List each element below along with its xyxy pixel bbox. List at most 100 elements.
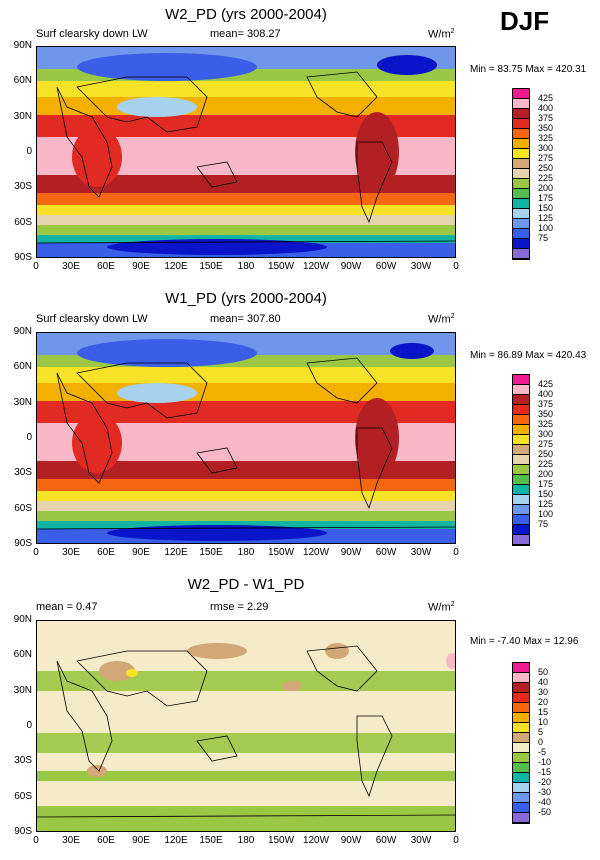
- colorbar-swatch: [513, 663, 529, 673]
- colorbar-swatch: [513, 713, 529, 723]
- panel-1-title: W2_PD (yrs 2000-2004): [165, 6, 327, 23]
- colorbar-swatch: [513, 465, 529, 475]
- panel-2-lat-label: 0: [26, 432, 32, 443]
- panel-1-lat-label: 30S: [14, 181, 32, 193]
- panel-3-colorbar-label: 50: [538, 667, 549, 677]
- panel-2-colorbar-label: 275: [538, 439, 554, 449]
- panel-3-field: [37, 621, 455, 831]
- colorbar-swatch: [513, 239, 529, 249]
- colorbar-swatch: [513, 405, 529, 415]
- colorbar-swatch: [513, 385, 529, 395]
- panel-1-left-label: Surf clearsky down LW: [36, 28, 148, 40]
- panel-2-colorbar-label: 150: [538, 489, 554, 499]
- colorbar-swatch: [513, 395, 529, 405]
- colorbar-swatch: [513, 693, 529, 703]
- panel-2-colorbar-label: 425: [538, 379, 554, 389]
- panel-3-colorbar-label: -5: [538, 747, 547, 757]
- panel-2-colorbar-label: 350: [538, 409, 554, 419]
- panel-3-colorbar: [512, 662, 530, 824]
- panel-1-colorbar-label: 175: [538, 193, 554, 203]
- panel-1-lon-label: 120W: [302, 261, 330, 272]
- colorbar-swatch: [513, 149, 529, 159]
- panel-1-lat-label: 60S: [14, 216, 32, 228]
- colorbar-swatch: [513, 229, 529, 239]
- panel-1-colorbar-label: 125: [538, 213, 554, 223]
- panel-3-colorbar-label: -15: [538, 767, 552, 777]
- colorbar-swatch: [513, 475, 529, 485]
- colorbar-swatch: [513, 89, 529, 99]
- panel-3-rmse: rmse = 2.29: [210, 601, 269, 613]
- panel-3-lon-label: 0: [453, 835, 459, 846]
- colorbar-swatch: [513, 445, 529, 455]
- colorbar-swatch: [513, 189, 529, 199]
- colorbar-swatch: [513, 723, 529, 733]
- colorbar-swatch: [513, 209, 529, 219]
- panel-1-lat-label: 60N: [13, 75, 32, 87]
- colorbar-swatch: [513, 199, 529, 209]
- panel-3-stats: Min = -7.40 Max = 12.96: [470, 636, 579, 647]
- panel-2-lon-label: 30E: [62, 547, 80, 558]
- colorbar-swatch: [513, 783, 529, 793]
- panel-3-map: [36, 620, 456, 832]
- panel-1-colorbar-label: 300: [538, 143, 554, 153]
- panel-3-colorbar-label: -40: [538, 797, 552, 807]
- colorbar-swatch: [513, 773, 529, 783]
- panel-2-lon-label: 0: [453, 547, 459, 558]
- panel-3-colorbar-label: 5: [538, 727, 544, 737]
- panel-3-lon-label: 60E: [97, 835, 115, 846]
- panel-3-colorbar-label: -10: [538, 757, 552, 767]
- panel-3-lat-label: 0: [26, 720, 32, 731]
- colorbar-swatch: [513, 435, 529, 445]
- colorbar-swatch: [513, 415, 529, 425]
- colorbar-swatch: [513, 683, 529, 693]
- panel-1-lon-label: 90W: [340, 261, 362, 272]
- panel-2-lon-label: 150E: [199, 547, 223, 558]
- panel-2-lon-label: 60E: [97, 547, 115, 558]
- panel-2-lon-label: 120W: [302, 547, 330, 558]
- colorbar-swatch: [513, 119, 529, 129]
- colorbar-swatch: [513, 169, 529, 179]
- panel-1-lon-label: 60W: [375, 261, 397, 272]
- panel-2-colorbar-label: 200: [538, 469, 554, 479]
- panel-2-colorbar-label: 225: [538, 459, 554, 469]
- panel-2-lat-label: 60N: [13, 361, 32, 373]
- panel-3-colorbar-label: 0: [538, 737, 544, 747]
- panel-1-stats: Min = 83.75 Max = 420.31: [470, 64, 587, 75]
- colorbar-swatch: [513, 139, 529, 149]
- colorbar-swatch: [513, 99, 529, 109]
- panel-2-field: [37, 333, 455, 543]
- panel-1-colorbar-label: 400: [538, 103, 554, 113]
- panel-3-lat-label: 30N: [13, 684, 32, 696]
- colorbar-swatch: [513, 249, 529, 259]
- panel-3-colorbar-label: 30: [538, 687, 549, 697]
- panel-3-colorbar-label: 15: [538, 707, 549, 717]
- panel-1-lon-label: 150E: [199, 261, 223, 272]
- colorbar-swatch: [513, 803, 529, 813]
- panel-3-lat-label: 90S: [14, 826, 32, 837]
- panel-2-lon-label: 90W: [340, 547, 362, 558]
- panel-1-lon-label: 120E: [164, 261, 188, 272]
- panel-2-units: W/m2: [428, 313, 455, 326]
- colorbar-swatch: [513, 455, 529, 465]
- panel-3-lon-label: 0: [33, 835, 39, 846]
- panel-1-lat-label: 30N: [13, 110, 32, 122]
- panel-1-colorbar-label: 225: [538, 173, 554, 183]
- colorbar-swatch: [513, 673, 529, 683]
- panel-3-colorbar-label: 20: [538, 697, 549, 707]
- panel-2-colorbar-label: 325: [538, 419, 554, 429]
- panel-2-lon-label: 60W: [375, 547, 397, 558]
- panel-2-map: [36, 332, 456, 544]
- panel-3-title: W2_PD - W1_PD: [187, 576, 305, 593]
- panel-3-lon-label: 120W: [302, 835, 330, 846]
- panel-1-lon-label: 30E: [62, 261, 80, 272]
- colorbar-swatch: [513, 535, 529, 545]
- panel-3-lon-label: 60W: [375, 835, 397, 846]
- panel-3-lon-label: 90E: [132, 835, 150, 846]
- panel-3-colorbar-label: -20: [538, 777, 552, 787]
- colorbar-swatch: [513, 515, 529, 525]
- colorbar-swatch: [513, 793, 529, 803]
- colorbar-swatch: [513, 179, 529, 189]
- colorbar-swatch: [513, 159, 529, 169]
- panel-3-colorbar-label: -30: [538, 787, 552, 797]
- panel-1-colorbar-label: 150: [538, 203, 554, 213]
